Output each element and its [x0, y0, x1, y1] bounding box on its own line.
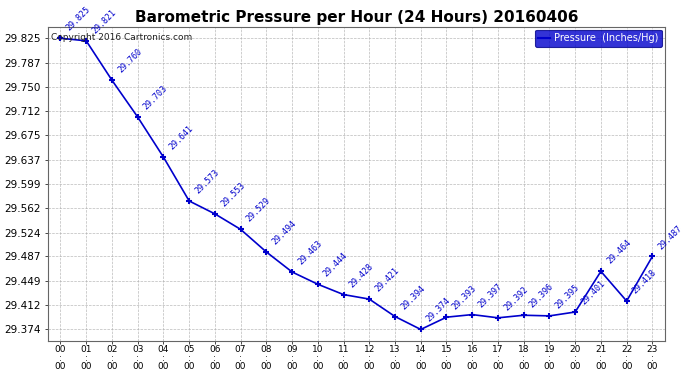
Text: 29.529: 29.529	[245, 196, 273, 224]
Title: Barometric Pressure per Hour (24 Hours) 20160406: Barometric Pressure per Hour (24 Hours) …	[135, 10, 578, 26]
Text: 29.494: 29.494	[270, 219, 298, 246]
Text: 29.418: 29.418	[631, 268, 658, 296]
Text: 29.401: 29.401	[580, 279, 607, 306]
Text: 29.821: 29.821	[90, 8, 118, 35]
Text: 29.396: 29.396	[528, 282, 555, 310]
Text: 29.395: 29.395	[553, 283, 581, 310]
Text: 29.760: 29.760	[116, 47, 144, 75]
Text: 29.394: 29.394	[400, 284, 427, 311]
Text: 29.397: 29.397	[476, 282, 504, 309]
Text: 29.641: 29.641	[168, 124, 195, 152]
Text: 29.374: 29.374	[425, 296, 453, 324]
Text: 29.444: 29.444	[322, 251, 350, 279]
Text: 29.392: 29.392	[502, 285, 530, 312]
Text: 29.573: 29.573	[193, 168, 221, 195]
Text: 29.703: 29.703	[142, 84, 170, 111]
Text: 29.825: 29.825	[65, 5, 92, 33]
Text: 29.487: 29.487	[656, 224, 684, 251]
Legend: Pressure  (Inches/Hg): Pressure (Inches/Hg)	[535, 30, 662, 47]
Text: 29.463: 29.463	[296, 239, 324, 266]
Text: 29.421: 29.421	[373, 266, 401, 294]
Text: 29.428: 29.428	[348, 261, 375, 289]
Text: Copyright 2016 Cartronics.com: Copyright 2016 Cartronics.com	[50, 33, 192, 42]
Text: 29.553: 29.553	[219, 181, 246, 209]
Text: 29.464: 29.464	[605, 238, 633, 266]
Text: 29.393: 29.393	[451, 284, 478, 312]
